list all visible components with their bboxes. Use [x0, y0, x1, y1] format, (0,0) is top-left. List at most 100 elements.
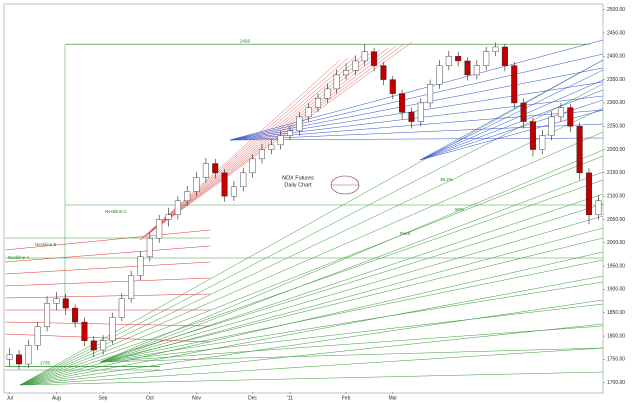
y-tick-label: 1800.00	[607, 333, 625, 339]
candle-body	[286, 130, 293, 136]
candle-body	[6, 354, 13, 360]
candle-body	[277, 135, 284, 146]
candle-body	[81, 321, 88, 341]
trend-line	[99, 171, 604, 363]
trend-line	[419, 79, 604, 161]
candle-body	[464, 60, 471, 76]
trend-line	[19, 83, 604, 386]
candle-body	[576, 126, 583, 174]
y-tick-label: 2050.00	[607, 217, 625, 223]
y-tick-label: 2350.00	[607, 77, 625, 83]
candle-body	[585, 172, 592, 216]
trend-line	[419, 59, 604, 161]
trend-line	[19, 251, 604, 386]
candle-body	[62, 298, 69, 309]
candle-body	[483, 51, 490, 66]
candle-body	[455, 56, 462, 62]
trend-line	[99, 347, 604, 363]
trend-line	[4, 293, 211, 299]
candle-body	[146, 237, 153, 257]
candle-body	[156, 219, 163, 239]
candle-body	[258, 149, 265, 160]
y-tick-label: 2400.00	[607, 54, 625, 60]
trend-line	[19, 371, 604, 386]
y-tick-label: 2250.00	[607, 124, 625, 130]
trend-line	[99, 149, 604, 363]
candle-body	[511, 65, 518, 104]
trend-line	[99, 281, 604, 363]
y-tick-label: 1850.00	[607, 310, 625, 316]
candle-body	[174, 200, 181, 216]
trend-line	[19, 155, 604, 386]
x-tick-label: Oct	[146, 395, 154, 401]
trend-line	[4, 229, 211, 251]
chart-subtitle: Daily Chart	[284, 182, 312, 188]
candle-body	[221, 172, 228, 197]
trend-line	[19, 179, 604, 386]
candle-body	[296, 116, 303, 132]
candle-body	[567, 107, 574, 127]
trend-line	[19, 299, 604, 386]
y-tick-label: 1750.00	[607, 357, 625, 363]
candle-body	[44, 303, 51, 327]
y-tick-label: 1700.00	[607, 380, 625, 386]
y-tick-label: 2200.00	[607, 147, 625, 153]
candle-body	[249, 158, 256, 174]
candle-body	[492, 46, 499, 52]
trend-line	[139, 43, 405, 241]
x-tick-label: Nov	[192, 395, 201, 401]
candle-body	[473, 65, 480, 76]
trend-line	[139, 47, 389, 241]
candle-body	[100, 340, 107, 351]
level-label: 1735	[40, 361, 51, 366]
candle-body	[305, 107, 312, 118]
candle-body	[240, 172, 247, 188]
candle-body	[408, 112, 415, 122]
candle-body	[445, 56, 452, 66]
candle-body	[427, 84, 434, 104]
candle-body	[343, 70, 350, 76]
trend-lines	[4, 39, 604, 386]
candle-body	[324, 88, 331, 99]
candle-body	[399, 93, 406, 113]
trend-line	[139, 41, 413, 241]
trend-line	[19, 227, 604, 386]
candle-body	[436, 65, 443, 85]
trend-line	[229, 53, 604, 141]
candle-body	[361, 51, 368, 62]
trend-line	[139, 59, 341, 241]
candle-body	[90, 340, 97, 351]
x-tick-label: Dec	[248, 395, 257, 401]
y-tick-label: 2000.00	[607, 240, 625, 246]
candle-body	[315, 98, 322, 108]
candle-body	[212, 163, 219, 174]
candle-body	[389, 79, 396, 94]
annotation: Neckline A	[8, 255, 29, 260]
trend-line	[4, 277, 211, 287]
trend-line	[19, 131, 604, 386]
candle-body	[417, 102, 424, 122]
candle-body	[128, 275, 135, 299]
candle-body	[380, 65, 387, 80]
trend-line	[99, 259, 604, 363]
trend-line	[19, 323, 604, 386]
candle-body	[333, 74, 340, 90]
trend-line	[99, 237, 604, 363]
candle-body	[230, 186, 237, 197]
trend-line	[419, 89, 604, 161]
candle-body	[118, 298, 125, 318]
candle-body	[529, 121, 536, 150]
x-tick-label: Feb	[342, 395, 351, 401]
trend-line	[19, 107, 604, 386]
y-tick-label: 2500.00	[607, 7, 625, 13]
annotation: Neckline C	[105, 209, 128, 214]
candle-body	[137, 256, 144, 276]
candle-body	[16, 354, 23, 365]
candle-body	[165, 214, 172, 220]
trend-line	[229, 81, 604, 141]
candle-body	[184, 191, 191, 202]
plot-frame	[3, 3, 604, 394]
trend-line	[419, 69, 604, 161]
trend-line	[139, 57, 349, 241]
